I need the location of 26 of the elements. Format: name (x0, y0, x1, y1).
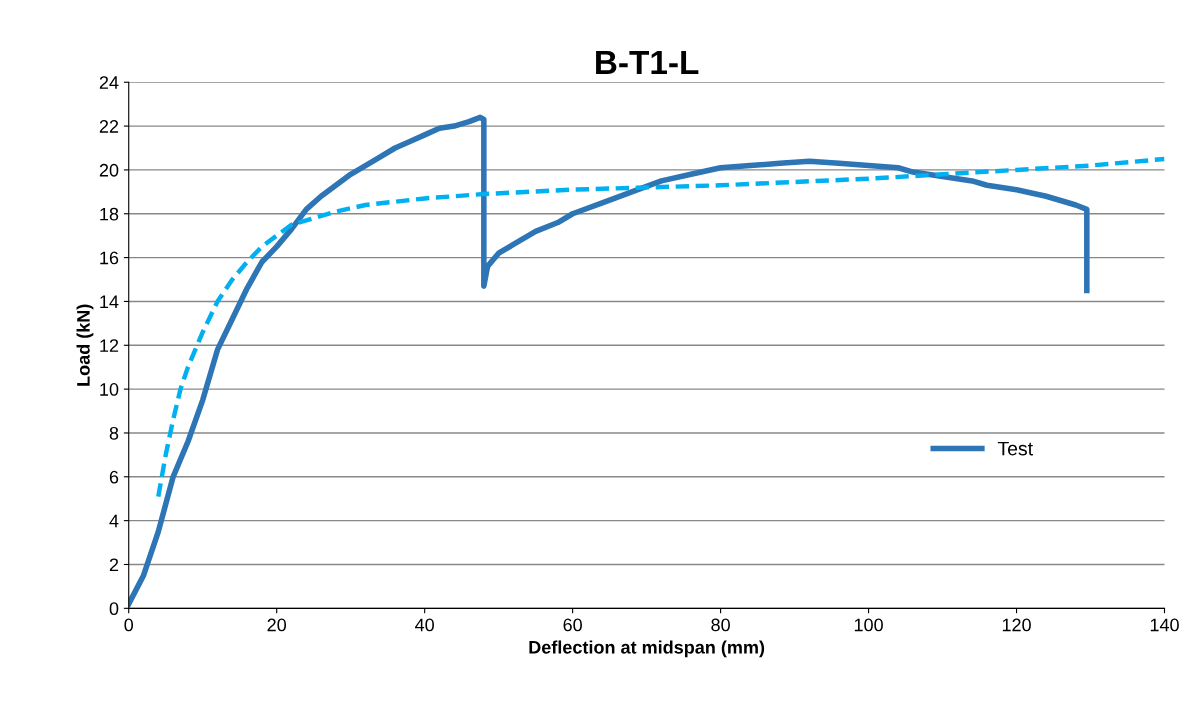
x-tick-label: 0 (124, 618, 134, 632)
x-tick-label: 80 (711, 618, 730, 632)
x-tick-label: 60 (563, 618, 582, 632)
y-tick-label: 0 (109, 602, 119, 616)
y-tick-label: 20 (99, 163, 119, 177)
x-tick-label: 100 (854, 618, 883, 632)
y-tick-label: 14 (100, 295, 119, 308)
chart-title: B-T1-L (596, 50, 699, 74)
y-tick-label: 4 (109, 514, 119, 528)
y-tick-label: 24 (99, 76, 119, 89)
y-tick-label: 8 (109, 426, 119, 440)
legend-label: Test (997, 441, 1033, 456)
x-tick-label: 20 (267, 618, 287, 632)
x-tick-label: 40 (415, 618, 434, 632)
y-tick-label: 2 (109, 558, 119, 572)
y-tick-label: 10 (100, 383, 119, 396)
x-tick-label: 120 (1002, 618, 1031, 632)
y-tick-label: 16 (100, 251, 119, 265)
x-axis-title: Deflection at midspan (mm) (529, 640, 765, 658)
y-tick-label: 12 (100, 339, 119, 352)
y-tick-label: 18 (100, 207, 119, 221)
y-tick-label: 22 (99, 120, 119, 133)
y-axis-title: Load (kN) (76, 304, 94, 386)
y-tick-label: 6 (109, 470, 119, 484)
line-series (156, 156, 1165, 499)
x-tick-label: 140 (1150, 618, 1179, 632)
